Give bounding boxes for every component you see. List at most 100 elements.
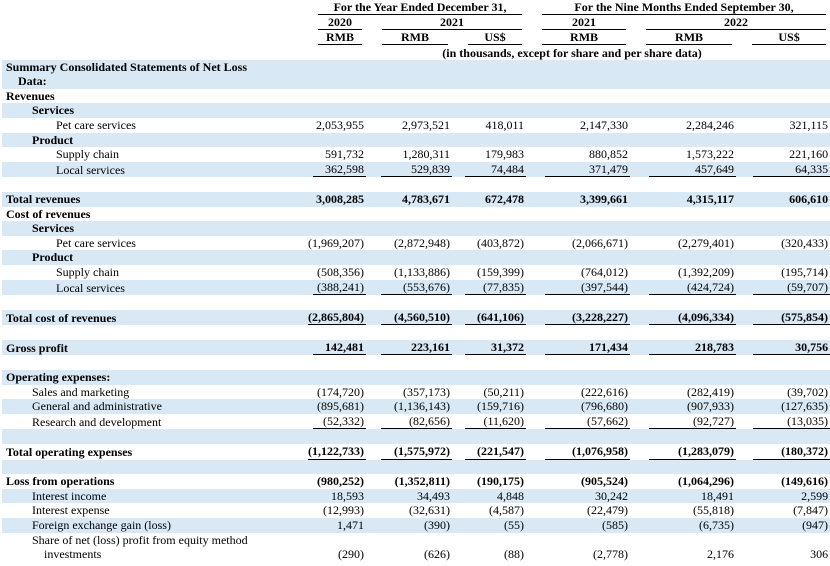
value: 171,434 xyxy=(544,340,631,356)
value-cell xyxy=(452,370,527,385)
value-cell: 4,315,117 xyxy=(630,191,737,207)
value-cell: (508,356) xyxy=(302,265,366,280)
value: 30,756 xyxy=(752,340,830,356)
row-label-cell: Local services xyxy=(2,161,302,178)
value: (397,544) xyxy=(544,280,631,296)
value: 18,593 xyxy=(331,488,364,503)
spacer xyxy=(2,295,830,310)
value-cell: 371,479 xyxy=(526,161,631,178)
value: (1,133,886) xyxy=(394,264,450,279)
value: (77,835) xyxy=(464,280,527,296)
value: (59,707) xyxy=(752,280,830,296)
value: (4,560,510) xyxy=(381,310,452,326)
value: 529,839 xyxy=(381,162,452,178)
value-cell: (2,778) xyxy=(526,533,630,562)
value: (2,066,671) xyxy=(572,235,629,250)
value-cell: (4,560,510) xyxy=(366,309,452,326)
row-label: Interest income xyxy=(32,488,107,503)
spacer-row xyxy=(2,325,830,340)
value: 64,335 xyxy=(752,162,830,178)
value: 2,973,521 xyxy=(402,117,450,132)
value: (1,575,972) xyxy=(381,444,452,460)
value-cell xyxy=(736,89,830,104)
value-cell xyxy=(366,207,452,222)
value-cell: (895,681) xyxy=(302,399,366,414)
value-cell: (1,076,958) xyxy=(526,444,631,460)
header-row: For the Year Ended December 31, For the … xyxy=(2,0,830,15)
value: (39,702) xyxy=(787,384,829,399)
value: 18,491 xyxy=(701,488,735,503)
row-label: Pet care services xyxy=(56,117,136,132)
spacer-row xyxy=(2,295,830,310)
table-row: Total revenues 3,008,285 4,783,671 672,478 3… xyxy=(2,191,830,207)
value-cell: (222,616) xyxy=(526,385,630,400)
currency: RMB xyxy=(542,30,627,45)
value: (180,372) xyxy=(752,444,830,460)
value: (1,136,143) xyxy=(394,399,450,414)
value: 418,011 xyxy=(485,117,525,132)
value: (1,352,811) xyxy=(394,474,450,489)
value-cell: 4,848 xyxy=(452,488,527,504)
value-cell: 672,478 xyxy=(452,191,527,207)
value-cell: 1,471 xyxy=(302,518,366,533)
value-cell: 3,399,661 xyxy=(526,191,631,207)
value: 218,783 xyxy=(649,340,737,356)
value: (4,587) xyxy=(489,503,525,518)
row-label: Total cost of revenues xyxy=(6,310,117,325)
row-label: Gross profit xyxy=(6,340,68,355)
value-cell: 179,983 xyxy=(452,147,526,162)
value-cell xyxy=(736,207,830,222)
value-cell: 880,852 xyxy=(526,147,630,162)
value-cell xyxy=(630,59,737,89)
value: (764,012) xyxy=(581,264,629,279)
value-cell xyxy=(302,370,366,385)
value-cell: (575,854) xyxy=(736,309,830,326)
value: 371,479 xyxy=(544,162,631,178)
value-cell: (390) xyxy=(366,518,452,533)
row-label: Total revenues xyxy=(6,191,81,206)
value-cell xyxy=(366,370,452,385)
row-label-cell: Summary Consolidated Statements of Net L… xyxy=(2,59,302,89)
value-cell: (12,993) xyxy=(302,503,366,518)
value: (88) xyxy=(504,547,525,562)
value-cell xyxy=(302,221,366,236)
value-cell: 64,335 xyxy=(736,161,830,178)
value-cell xyxy=(526,207,630,222)
row-label-cell: Sales and marketing xyxy=(2,385,302,400)
value-cell: (55) xyxy=(452,518,527,533)
value: (508,356) xyxy=(317,264,364,279)
value-cell: (290) xyxy=(302,533,366,562)
value: 31,372 xyxy=(464,340,527,356)
value-cell: 2,053,955 xyxy=(302,118,366,133)
value: (290) xyxy=(338,547,364,562)
value: (7,847) xyxy=(793,503,829,518)
value-cell xyxy=(366,89,452,104)
row-label-cell: Total revenues xyxy=(2,191,302,207)
row-label-cell: Services xyxy=(2,221,302,236)
row-label: Services xyxy=(32,103,74,118)
value: 3,399,661 xyxy=(580,191,629,206)
year: 2021 xyxy=(382,15,523,30)
table-row: Total cost of revenues (2,865,804) (4,560,… xyxy=(2,309,830,326)
value-cell: (1,136,143) xyxy=(366,399,452,414)
value: (1,283,079) xyxy=(649,444,737,460)
value-cell: (1,969,207) xyxy=(302,236,366,251)
year: 2020 xyxy=(318,15,362,30)
value: 2,053,955 xyxy=(316,117,364,132)
spacer xyxy=(2,459,830,475)
value: (50,211) xyxy=(483,384,525,399)
table-row: Services xyxy=(2,221,830,236)
value: (159,399) xyxy=(477,264,525,279)
table-row: Services xyxy=(2,103,830,118)
value: 1,471 xyxy=(337,518,364,532)
table-row: Interest expense (12,993) (32,631) (4,587) (… xyxy=(2,503,830,518)
row-label: Total operating expenses xyxy=(6,445,133,460)
table-row: Product xyxy=(2,250,830,265)
value-cell: (2,279,401) xyxy=(630,236,736,251)
value-cell: (553,676) xyxy=(366,279,452,296)
row-label-cell: Services xyxy=(2,103,302,118)
value: (4,096,334) xyxy=(649,310,737,326)
currency-cell: RMB xyxy=(526,30,630,45)
value-cell: (1,122,733) xyxy=(302,444,366,460)
